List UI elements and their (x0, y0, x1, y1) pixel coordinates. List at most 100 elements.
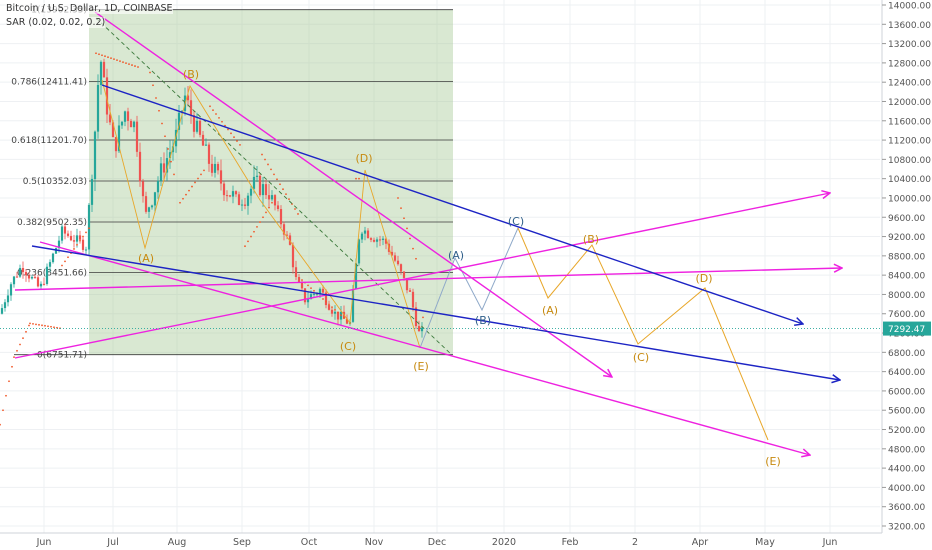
candle-body (360, 233, 364, 240)
candle-body (396, 260, 400, 265)
candle-body (186, 95, 190, 101)
candle-body (159, 163, 163, 181)
sar-dot (32, 322, 34, 325)
candle-body (126, 111, 130, 121)
sar-dot (98, 53, 100, 56)
sar-dot (8, 380, 10, 383)
time-tick-label: Nov (365, 537, 384, 548)
candle-body (111, 122, 115, 137)
blue-trendline (101, 84, 803, 324)
candle-body (102, 61, 106, 78)
sar-indicator-label: SAR (0.02, 0.02, 0.2) (6, 17, 106, 28)
sar-dot (282, 188, 284, 191)
candle-body (42, 283, 46, 285)
price-tick-label: 11200.00 (888, 137, 931, 147)
price-tick-label: 9200.00 (888, 233, 925, 243)
sar-dot (161, 122, 163, 125)
candle-body (147, 207, 151, 212)
sar-dot (44, 324, 46, 327)
candle-body (144, 196, 148, 212)
price-tick-label: 8800.00 (888, 252, 925, 262)
candle-body (108, 114, 112, 123)
candle-body (354, 263, 358, 290)
candle-body (87, 204, 91, 250)
sar-dot (64, 260, 66, 263)
candle-body (129, 120, 133, 128)
price-tick-label: 10000.00 (888, 194, 931, 204)
candle-body (363, 230, 367, 234)
candle-body (33, 276, 37, 278)
sar-dot (227, 128, 229, 131)
candle-body (291, 244, 295, 268)
sar-dot (267, 163, 269, 166)
sar-dot (13, 356, 15, 359)
sar-dot (116, 59, 118, 62)
sar-dot (203, 169, 205, 172)
sar-dot (358, 177, 360, 180)
candle-body (48, 262, 52, 267)
price-tick-label: 13200.00 (888, 40, 931, 50)
wave-label-blue: (C) (508, 215, 524, 228)
candle-body (309, 294, 313, 300)
price-tick-label: 12000.00 (888, 98, 931, 108)
sar-dot (230, 132, 232, 135)
sar-dot (67, 256, 69, 259)
candle-body (318, 288, 322, 294)
sar-dot (61, 264, 63, 267)
price-tick-label: 4800.00 (888, 445, 925, 455)
sar-dot (325, 300, 327, 303)
candle-body (384, 238, 388, 244)
candle-body (27, 275, 31, 279)
sar-dot (409, 237, 411, 240)
candle-body (381, 238, 385, 240)
candle-body (273, 195, 277, 206)
sar-dot (313, 289, 315, 292)
sar-dot (288, 198, 290, 201)
candle-body (6, 295, 10, 303)
fib-zone (89, 9, 453, 355)
sar-dot (85, 231, 87, 234)
candle-body (399, 264, 403, 272)
sar-dot (340, 314, 342, 317)
sar-dot (343, 317, 345, 319)
sar-dot (279, 183, 281, 186)
candles (0, 58, 424, 338)
sar-dot (173, 173, 175, 176)
candle-body (372, 239, 376, 242)
candle-body (282, 224, 286, 235)
sar-dot (0, 423, 1, 426)
candle-body (276, 205, 280, 210)
sar-dot (16, 349, 18, 352)
price-tick-label: 5200.00 (888, 426, 925, 436)
candle-body (24, 272, 28, 276)
price-tick-label: 10800.00 (888, 156, 931, 166)
candle-body (201, 134, 205, 146)
sar-dot (355, 177, 357, 180)
sar-dot (337, 311, 339, 314)
price-tick-label: 7600.00 (888, 310, 925, 320)
candle-body (105, 77, 109, 115)
sar-dot (188, 189, 190, 192)
candle-body (177, 112, 181, 130)
sar-dot (170, 160, 172, 163)
candle-body (252, 176, 256, 189)
sar-dot (182, 197, 184, 200)
magenta-trendline (94, 11, 612, 377)
sar-dot (5, 394, 7, 397)
candle-body (93, 131, 97, 180)
time-tick-label: Apr (692, 537, 709, 548)
price-tick-label: 3200.00 (888, 523, 925, 533)
candle-body (150, 205, 154, 208)
candle-body (255, 175, 259, 177)
candle-body (228, 195, 232, 197)
sar-dot (403, 217, 405, 220)
candle-body (393, 255, 397, 261)
sar-dot (2, 409, 4, 412)
candle-body (390, 251, 394, 256)
blue-trendline (31, 245, 840, 380)
candle-body (36, 277, 40, 287)
candle-body (18, 268, 22, 277)
candle-body (222, 183, 226, 196)
candle-body (411, 291, 415, 308)
